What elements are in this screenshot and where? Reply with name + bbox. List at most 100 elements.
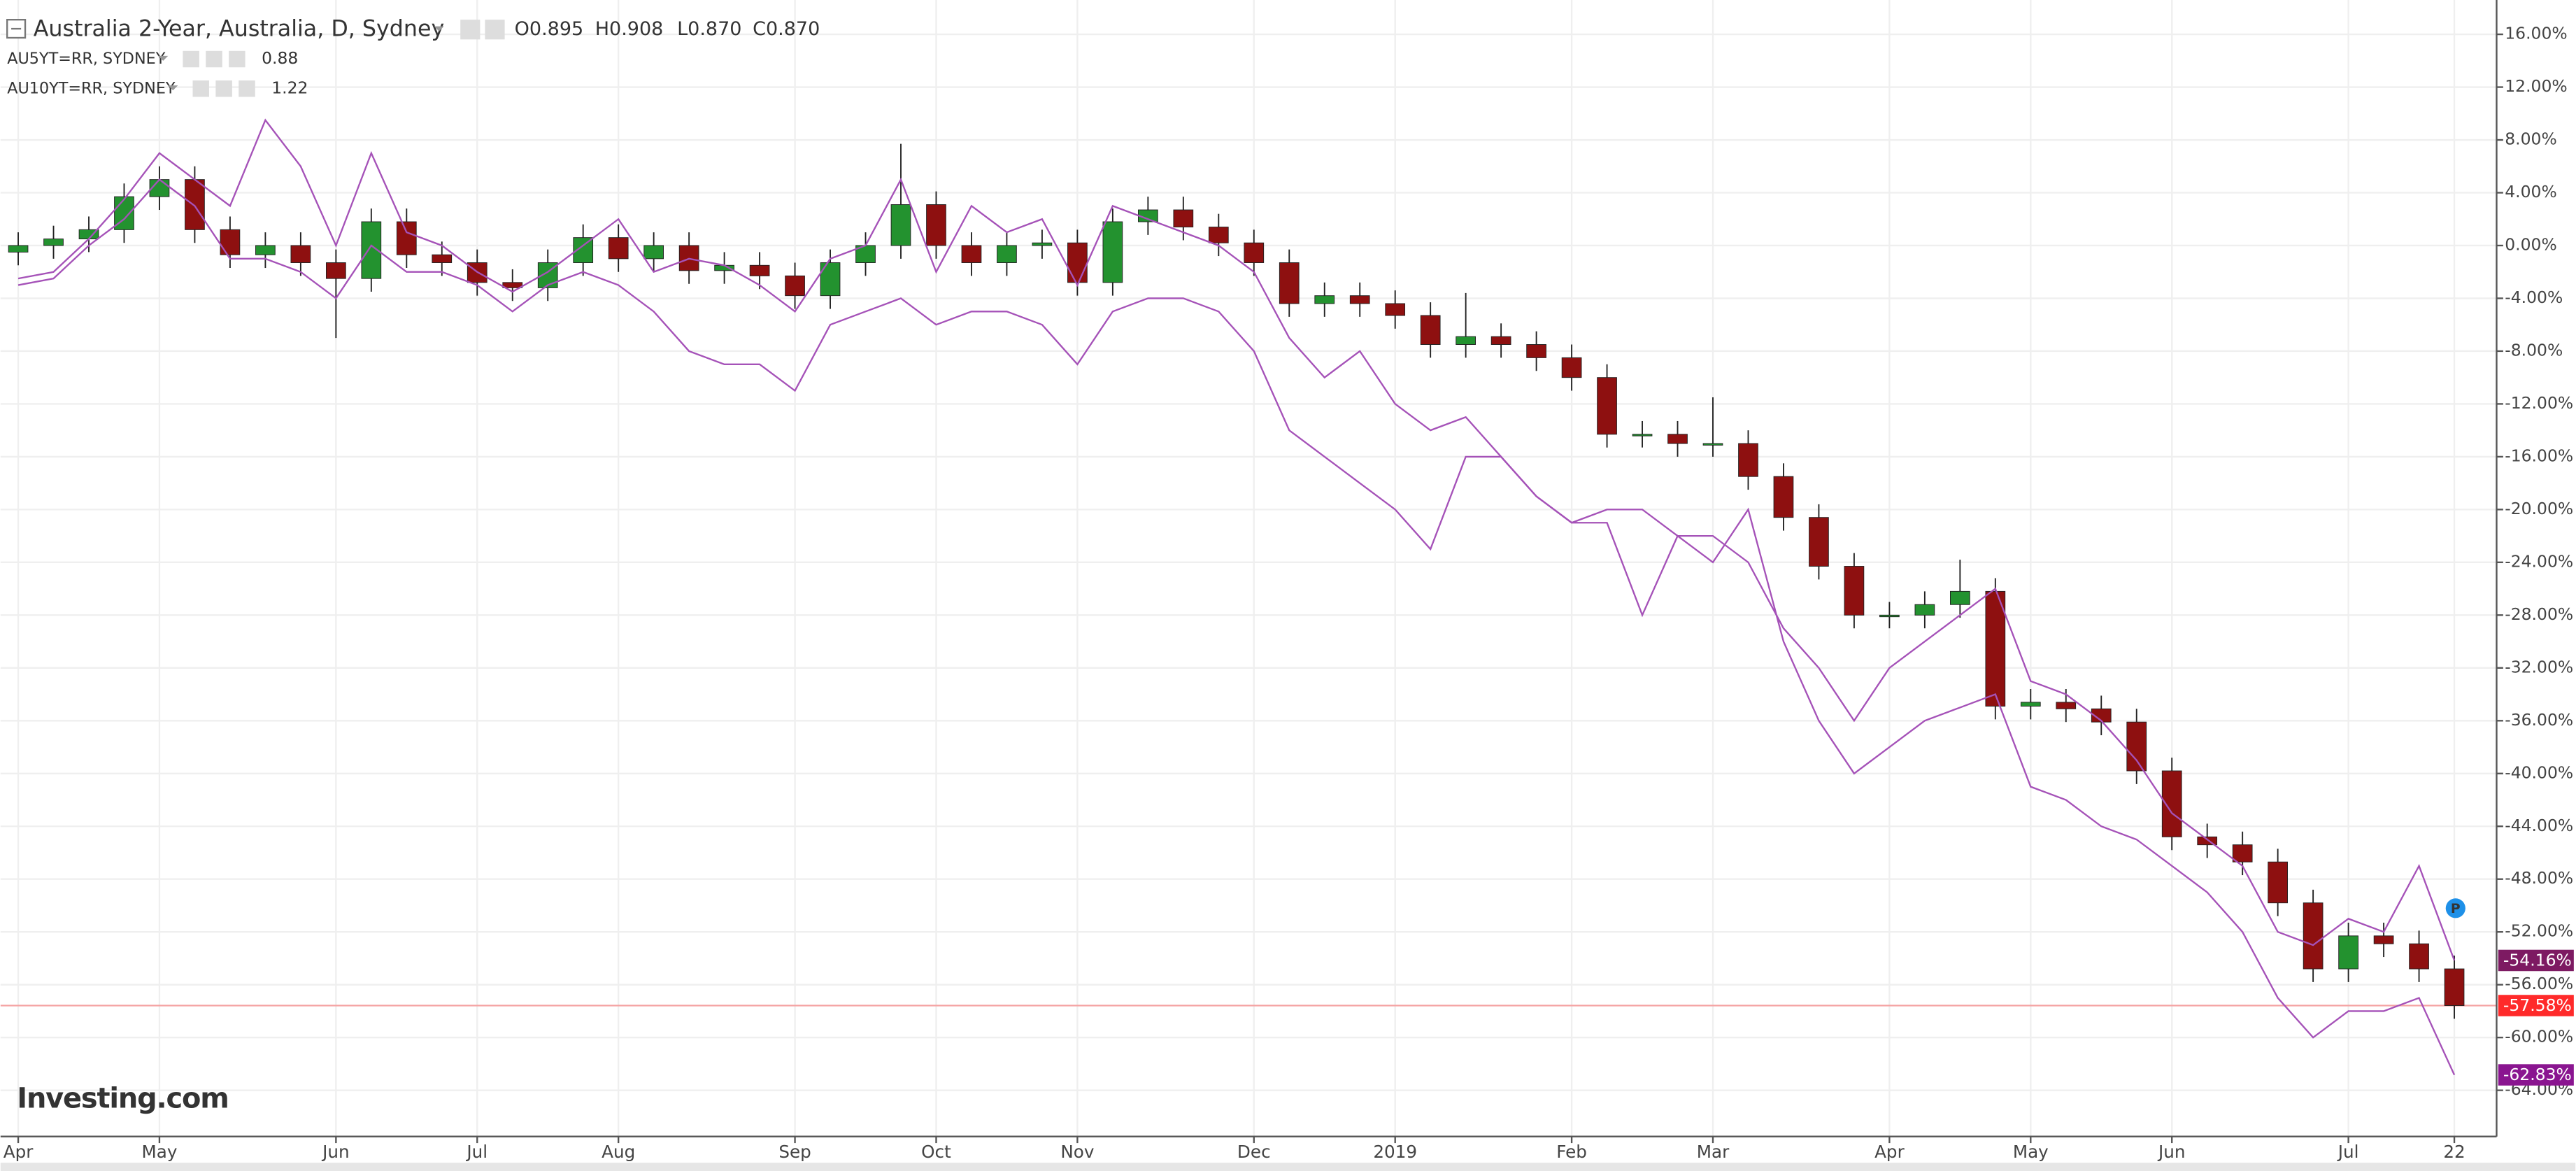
legend-entry: AU5YT=RR, SYDNEY [7, 50, 166, 68]
candle-body [1208, 227, 1229, 243]
event-marker-icon: P [2451, 902, 2461, 916]
legend-icon[interactable] [239, 80, 255, 97]
x-tick-label: Nov [1060, 1142, 1094, 1162]
x-tick-label: Jun [2157, 1142, 2186, 1162]
watermark: Investing.com [17, 1083, 228, 1115]
candle-body [325, 262, 346, 279]
legend-menu[interactable] [168, 85, 178, 91]
y-tick-label: 0.00% [2505, 234, 2557, 254]
legend-icon[interactable] [206, 50, 222, 68]
axes: 16.00% 12.00% 8.00% 4.00% 0.00% -4.00% -8.00% -… [3, 24, 2574, 1162]
y-tick-label: -12.00% [2505, 393, 2573, 413]
x-tick-label: Apr [1874, 1142, 1905, 1162]
candle-body [1526, 344, 1546, 358]
y-tick-label: -44.00% [2505, 816, 2573, 835]
y-tick-label: -48.00% [2505, 868, 2573, 888]
visibility-icon[interactable] [485, 20, 505, 40]
candle-body [396, 221, 417, 255]
chart-title: Australia 2-Year, Australia, D, Sydney [34, 16, 444, 41]
grid [0, 0, 2497, 1137]
legend-value: 1.22 [271, 78, 308, 97]
candle-body [1561, 357, 1582, 378]
x-tick-label: 22 [2443, 1142, 2465, 1162]
y-tick-label: 8.00% [2505, 129, 2557, 149]
candle-body [2338, 935, 2358, 970]
candle-body [2268, 861, 2289, 904]
candle-body [2197, 836, 2218, 846]
event-marker[interactable] [2445, 898, 2465, 918]
y-tick-label: -4.00% [2505, 288, 2563, 307]
candle-body [1879, 614, 1900, 618]
x-tick-label: Aug [602, 1142, 635, 1162]
candle-body [1490, 336, 1511, 345]
legend-menu[interactable] [158, 55, 169, 61]
x-tick-label: May [2013, 1142, 2049, 1162]
y-tick-label: -32.00% [2505, 657, 2573, 676]
candle-body [2056, 702, 2077, 709]
candle-body [926, 204, 946, 246]
candle-body [643, 245, 664, 260]
candle-body [114, 196, 134, 230]
candle-body [185, 179, 205, 230]
candle-body [1314, 295, 1335, 304]
y-tick-label: -28.00% [2505, 604, 2573, 624]
candle-body [1456, 336, 1476, 345]
legend-icon[interactable] [183, 50, 199, 68]
ohlc-open: O0.895 [515, 18, 584, 40]
settings-icon[interactable] [460, 20, 481, 40]
candle-body [1985, 590, 2006, 707]
plot [0, 118, 2497, 1076]
price-tag [2498, 995, 2574, 1016]
y-tick-label: -16.00% [2505, 446, 2573, 465]
x-tick-label: Jul [465, 1142, 488, 1162]
legend-entry: AU10YT=RR, SYDNEY [7, 79, 176, 97]
ohlc-high: H0.908 [595, 18, 664, 40]
x-tick-label: Oct [921, 1142, 951, 1162]
x-tick-label: Jul [2337, 1142, 2359, 1162]
candle-body [820, 262, 841, 297]
candle-body [2444, 968, 2465, 1006]
candle-body [149, 179, 170, 197]
candle-body [1067, 242, 1088, 283]
candle-body [2126, 721, 2147, 772]
candle-body [1702, 443, 1723, 446]
candle-body [502, 282, 523, 288]
price-tag-label: -62.83% [2503, 1065, 2572, 1084]
y-tick-label: 16.00% [2505, 24, 2568, 43]
candle-body [1420, 315, 1441, 345]
line-series [17, 118, 2456, 961]
y-tick-label: 4.00% [2505, 182, 2557, 201]
candle-body [1244, 242, 1265, 263]
y-tick-label: -8.00% [2505, 340, 2563, 360]
y-tick-label: -60.00% [2505, 1027, 2573, 1046]
y-tick-label: -24.00% [2505, 551, 2573, 571]
x-tick-label: Dec [1237, 1142, 1271, 1162]
candle-body [1809, 517, 1829, 567]
candle-body [432, 254, 453, 263]
y-tick-label: -20.00% [2505, 499, 2573, 518]
y-tick-label: -40.00% [2505, 762, 2573, 782]
legend-icon[interactable] [215, 80, 232, 97]
candle-body [961, 245, 982, 263]
candle-body [608, 237, 629, 260]
candle-body [2373, 935, 2394, 944]
ohlc-low: L0.870 [677, 18, 741, 40]
legend-value: 0.88 [262, 48, 298, 68]
legend-icon[interactable] [192, 80, 209, 97]
candle-body [2303, 902, 2324, 970]
price-tag [2498, 1064, 2574, 1086]
legend-icon[interactable] [229, 50, 245, 68]
title-menu[interactable] [434, 26, 444, 31]
candle-body [997, 245, 1017, 263]
candle-body [1385, 303, 1406, 316]
line-series [17, 178, 2456, 1076]
candle-body [2091, 708, 2112, 723]
x-tick-label: Feb [1556, 1142, 1587, 1162]
candle-body [890, 204, 911, 246]
candle-body [1102, 221, 1123, 283]
scrollbar [0, 1163, 2576, 1171]
candle-body [1632, 434, 1653, 437]
y-tick-label: -36.00% [2505, 710, 2573, 730]
